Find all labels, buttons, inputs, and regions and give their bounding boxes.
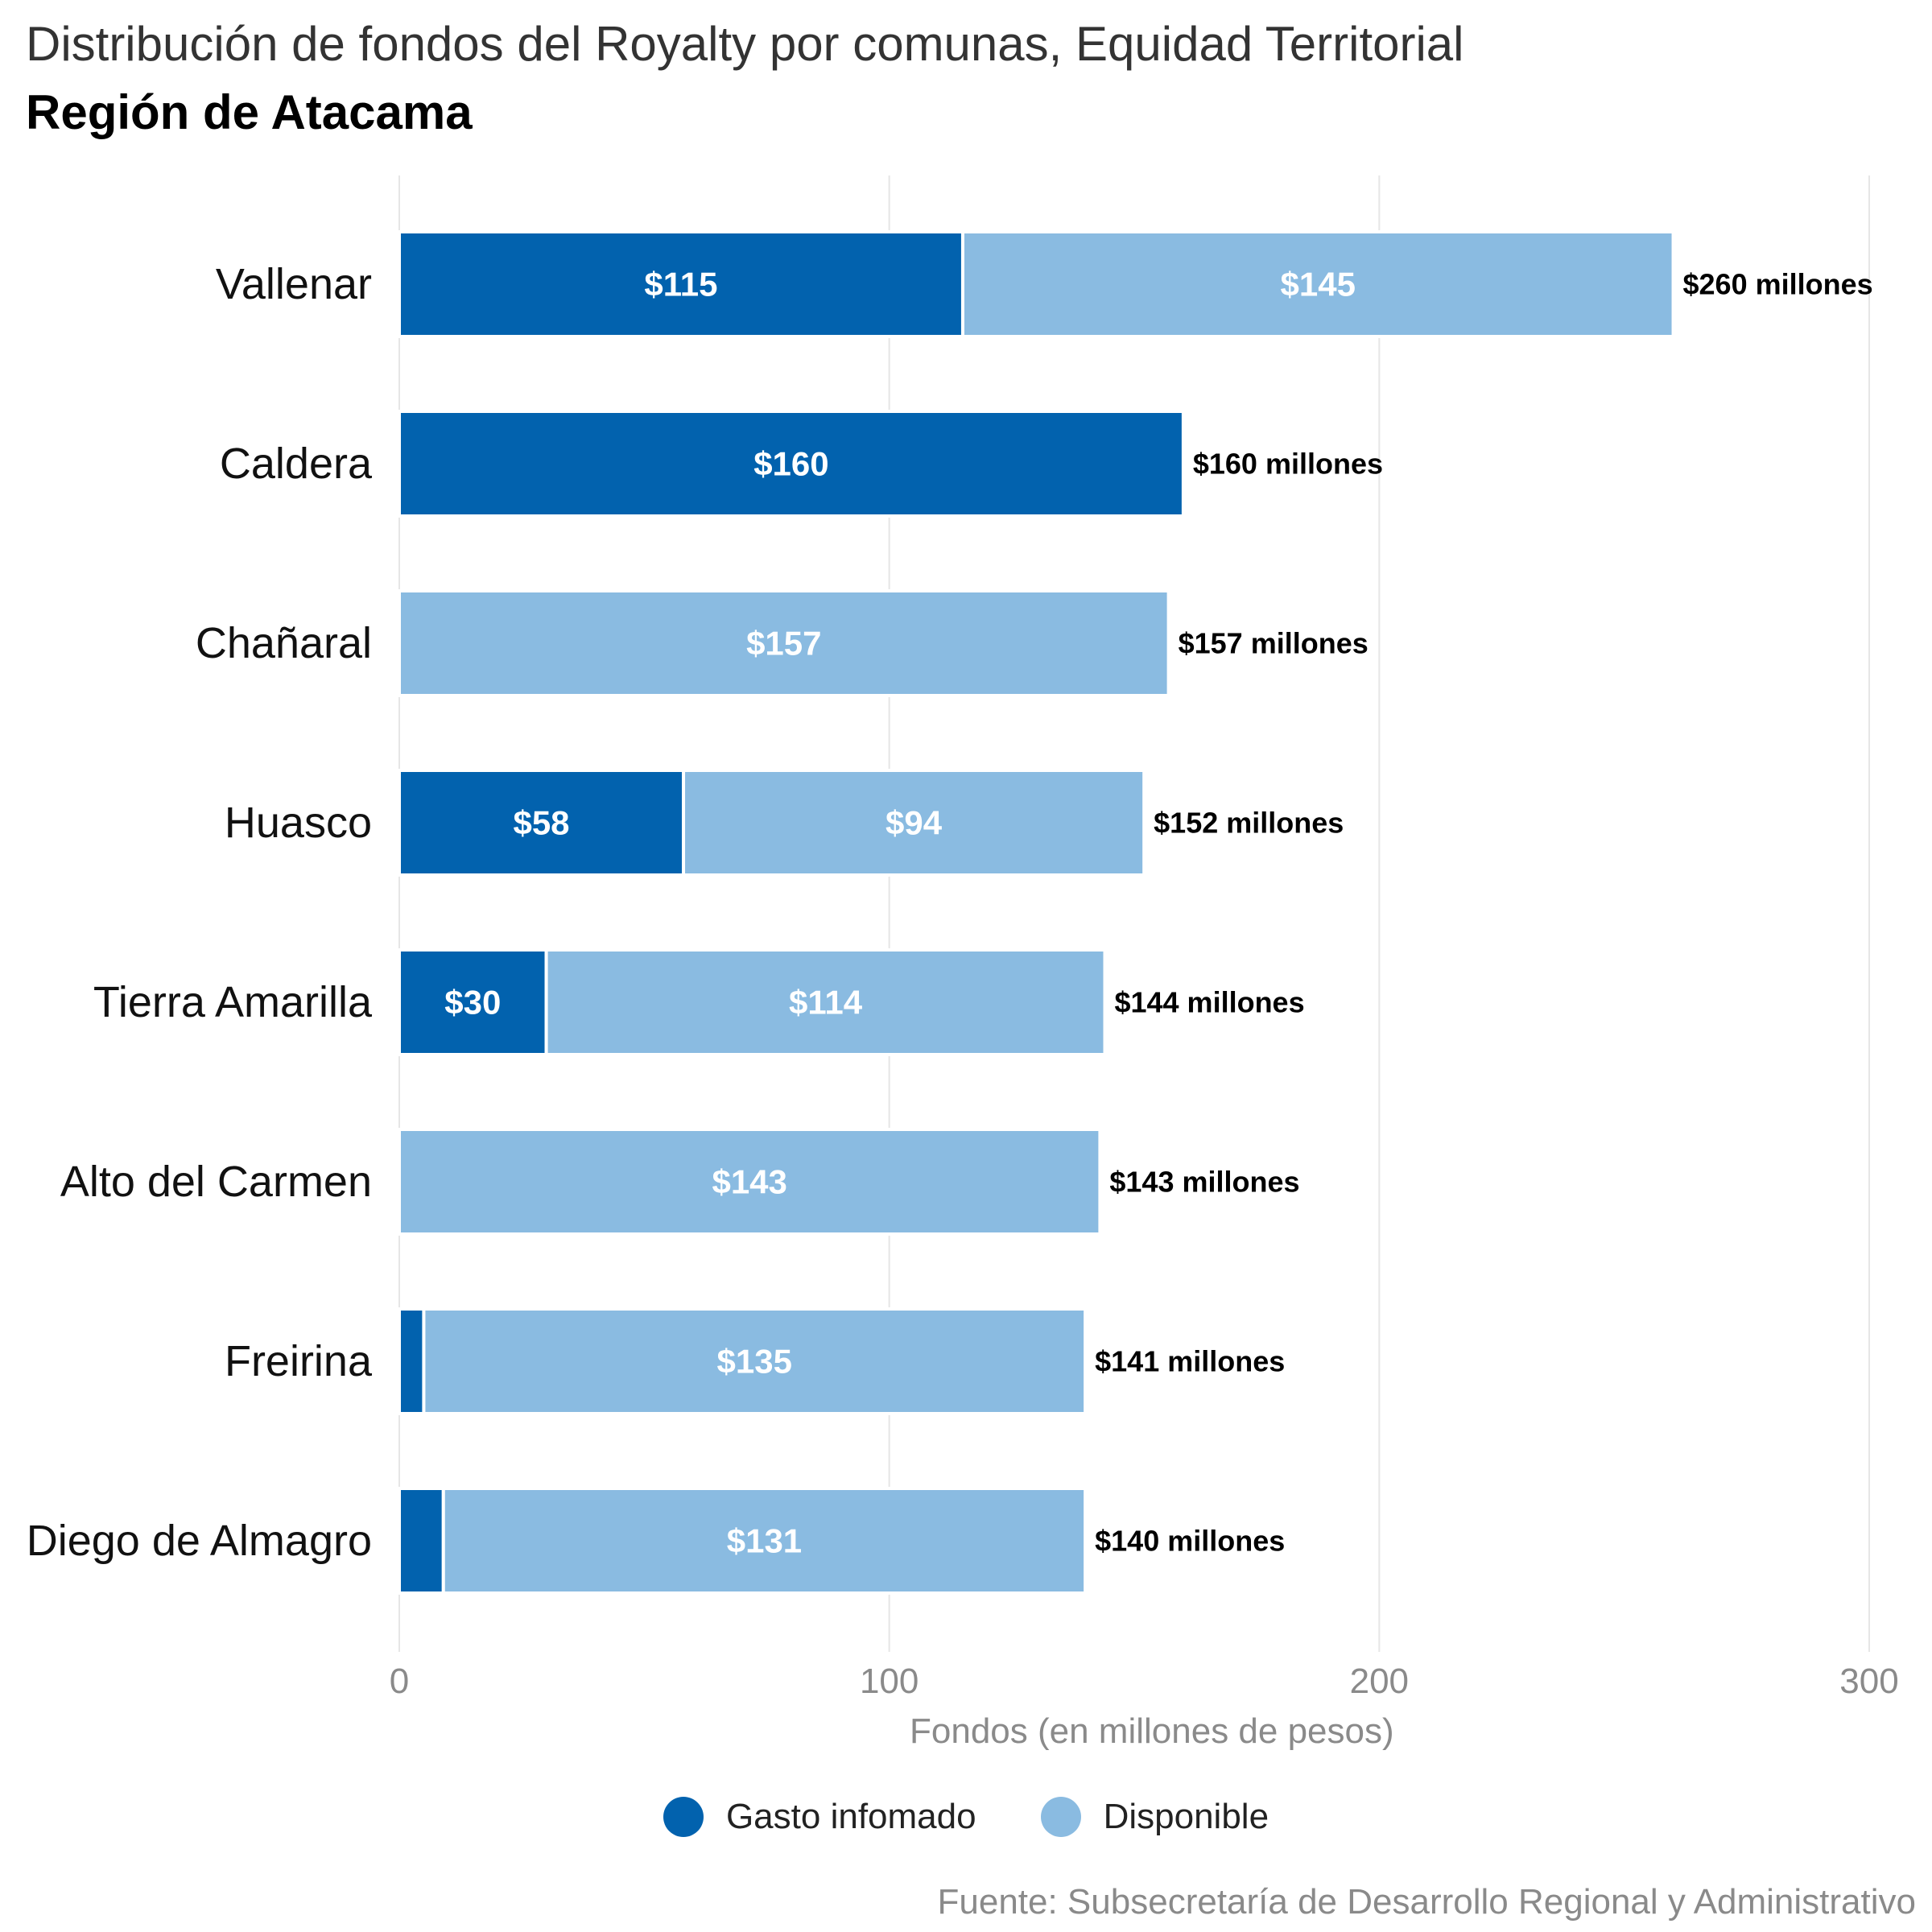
x-tick-label: 200 (1350, 1662, 1409, 1701)
category-label: Vallenar (216, 260, 372, 308)
bar-value-label: $135 (717, 1343, 792, 1381)
bar-segment-disponible (398, 1128, 1102, 1236)
legend-swatch-disponible (1040, 1797, 1081, 1837)
x-tick-label: 100 (860, 1662, 919, 1701)
bar-value-label: $94 (886, 804, 943, 842)
chart-subtitle: Región de Atacama (26, 85, 473, 139)
legend-item-gasto: Gasto infomado (663, 1797, 976, 1837)
category-label: Freirina (225, 1337, 373, 1385)
bar-value-label: $114 (789, 984, 863, 1022)
bar-value-label: $160 (753, 445, 828, 483)
bar-value-label: $115 (644, 266, 717, 303)
bar-value-label: $58 (513, 804, 569, 842)
bar-segment-disponible (544, 948, 1107, 1056)
bar-value-label: $30 (444, 984, 501, 1022)
bar-segment-disponible (398, 589, 1170, 697)
bar-total-label: $160 millones (1193, 448, 1383, 481)
source-note: Fuente: Subsecretaría de Desarrollo Regi… (937, 1882, 1917, 1922)
bar-segment-gasto (398, 948, 548, 1056)
category-label: Caldera (220, 440, 373, 488)
chart-title: Distribución de fondos del Royalty por c… (26, 17, 1464, 71)
legend: Gasto infomado Disponible (0, 1797, 1932, 1837)
bar-segment-disponible (441, 1487, 1088, 1595)
bar-value-label: $145 (1281, 266, 1356, 303)
legend-swatch-gasto (663, 1797, 704, 1837)
bar-total-label: $144 millones (1114, 986, 1304, 1019)
x-tick-label: 0 (390, 1662, 409, 1701)
bar-segment-gasto (398, 769, 686, 877)
bar-segment-gasto (398, 410, 1185, 518)
category-label: Alto del Carmen (60, 1158, 372, 1206)
category-label: Chañaral (196, 619, 372, 667)
bar-segment-gasto (398, 1487, 445, 1595)
bar-segment-gasto (398, 1307, 426, 1415)
legend-label-gasto: Gasto infomado (725, 1797, 976, 1836)
bar-value-label: $131 (727, 1522, 802, 1560)
x-tick-label: 300 (1839, 1662, 1898, 1701)
legend-item-disponible: Disponible (1040, 1797, 1269, 1837)
bar-segment-disponible (960, 230, 1675, 338)
bar-total-label: $152 millones (1154, 807, 1344, 840)
bar-total-label: $260 millones (1683, 268, 1873, 301)
category-label: Huasco (225, 799, 372, 847)
bar-segment-disponible (682, 769, 1146, 877)
category-label: Tierra Amarilla (93, 978, 373, 1026)
bar-total-label: $141 millones (1095, 1345, 1285, 1378)
x-axis-title: Fondos (en millones de pesos) (910, 1711, 1394, 1751)
bar-value-label: $143 (712, 1163, 786, 1201)
category-label: Diego de Almagro (27, 1517, 372, 1565)
bar-total-label: $140 millones (1095, 1525, 1285, 1558)
bar-segment-disponible (422, 1307, 1088, 1415)
bar-total-label: $143 millones (1109, 1166, 1299, 1199)
bar-value-label: $157 (746, 625, 821, 663)
legend-label-disponible: Disponible (1103, 1797, 1269, 1836)
bar-total-label: $157 millones (1179, 627, 1368, 660)
